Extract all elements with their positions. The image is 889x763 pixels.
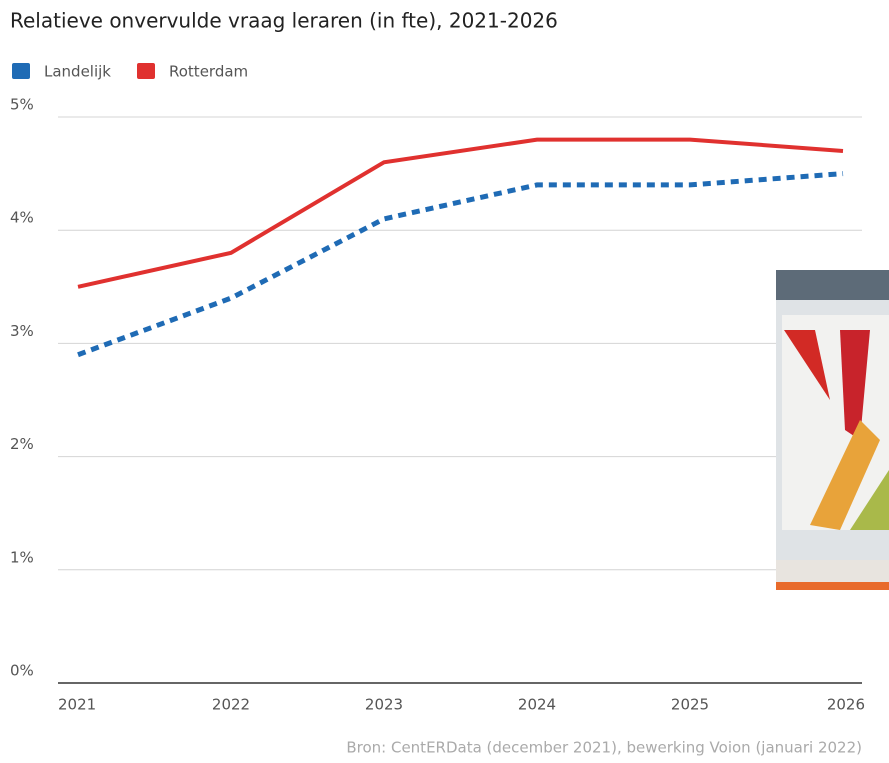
legend-swatch	[137, 63, 155, 79]
y-tick-label: 0%	[10, 662, 34, 680]
legend-swatch	[12, 63, 30, 79]
series-line	[77, 171, 844, 358]
y-tick-label: 2%	[10, 435, 34, 453]
photo-shape	[850, 470, 889, 530]
legend-label: Rotterdam	[169, 63, 248, 81]
x-tick-label: 2024	[518, 696, 556, 714]
y-tick-label: 1%	[10, 548, 34, 566]
x-tick-label: 2026	[827, 696, 865, 714]
source-note: Bron: CentERData (december 2021), bewerk…	[346, 739, 862, 757]
photo-strip	[776, 582, 889, 590]
x-tick-label: 2023	[365, 696, 403, 714]
y-tick-label: 3%	[10, 322, 34, 340]
photo-overlay	[776, 270, 889, 590]
legend-label: Landelijk	[44, 63, 111, 81]
x-tick-label: 2022	[212, 696, 250, 714]
x-tick-label: 2025	[671, 696, 709, 714]
photo-shape	[810, 420, 880, 530]
y-tick-label: 5%	[10, 96, 34, 114]
photo-shape	[784, 330, 830, 400]
x-tick-label: 2021	[58, 696, 96, 714]
y-tick-label: 4%	[10, 209, 34, 227]
photo-shape	[840, 330, 870, 440]
chart-title: Relatieve onvervulde vraag leraren (in f…	[10, 9, 558, 33]
series-line	[77, 137, 844, 289]
photo-top	[776, 270, 889, 300]
